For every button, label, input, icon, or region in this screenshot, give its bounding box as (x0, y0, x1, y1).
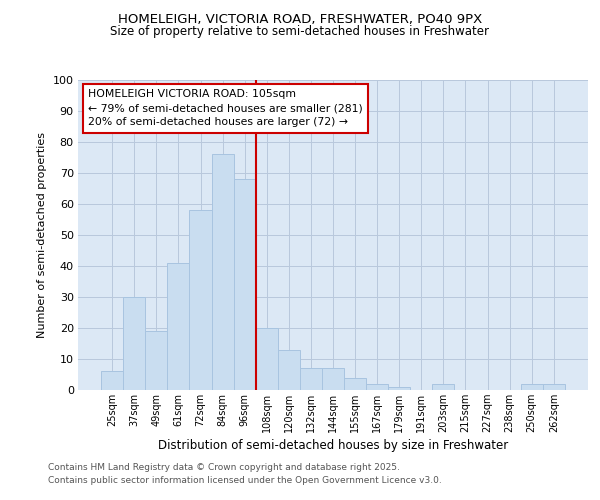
Bar (543, 384, 565, 390)
Bar (101, 372, 123, 390)
Bar (322, 368, 344, 390)
Bar (212, 154, 233, 390)
Bar (167, 263, 190, 390)
Bar (521, 384, 543, 390)
Text: HOMELEIGH VICTORIA ROAD: 105sqm
← 79% of semi-detached houses are smaller (281)
: HOMELEIGH VICTORIA ROAD: 105sqm ← 79% of… (88, 90, 363, 128)
X-axis label: Distribution of semi-detached houses by size in Freshwater: Distribution of semi-detached houses by … (158, 439, 508, 452)
Bar (388, 387, 410, 390)
Text: Contains public sector information licensed under the Open Government Licence v3: Contains public sector information licen… (48, 476, 442, 485)
Bar (344, 378, 366, 390)
Bar (123, 297, 145, 390)
Bar (300, 368, 322, 390)
Bar (145, 331, 167, 390)
Bar (433, 384, 454, 390)
Y-axis label: Number of semi-detached properties: Number of semi-detached properties (37, 132, 47, 338)
Bar (366, 384, 388, 390)
Bar (190, 210, 212, 390)
Text: Contains HM Land Registry data © Crown copyright and database right 2025.: Contains HM Land Registry data © Crown c… (48, 464, 400, 472)
Bar (256, 328, 278, 390)
Bar (278, 350, 300, 390)
Bar (233, 179, 256, 390)
Text: Size of property relative to semi-detached houses in Freshwater: Size of property relative to semi-detach… (110, 25, 490, 38)
Text: HOMELEIGH, VICTORIA ROAD, FRESHWATER, PO40 9PX: HOMELEIGH, VICTORIA ROAD, FRESHWATER, PO… (118, 12, 482, 26)
